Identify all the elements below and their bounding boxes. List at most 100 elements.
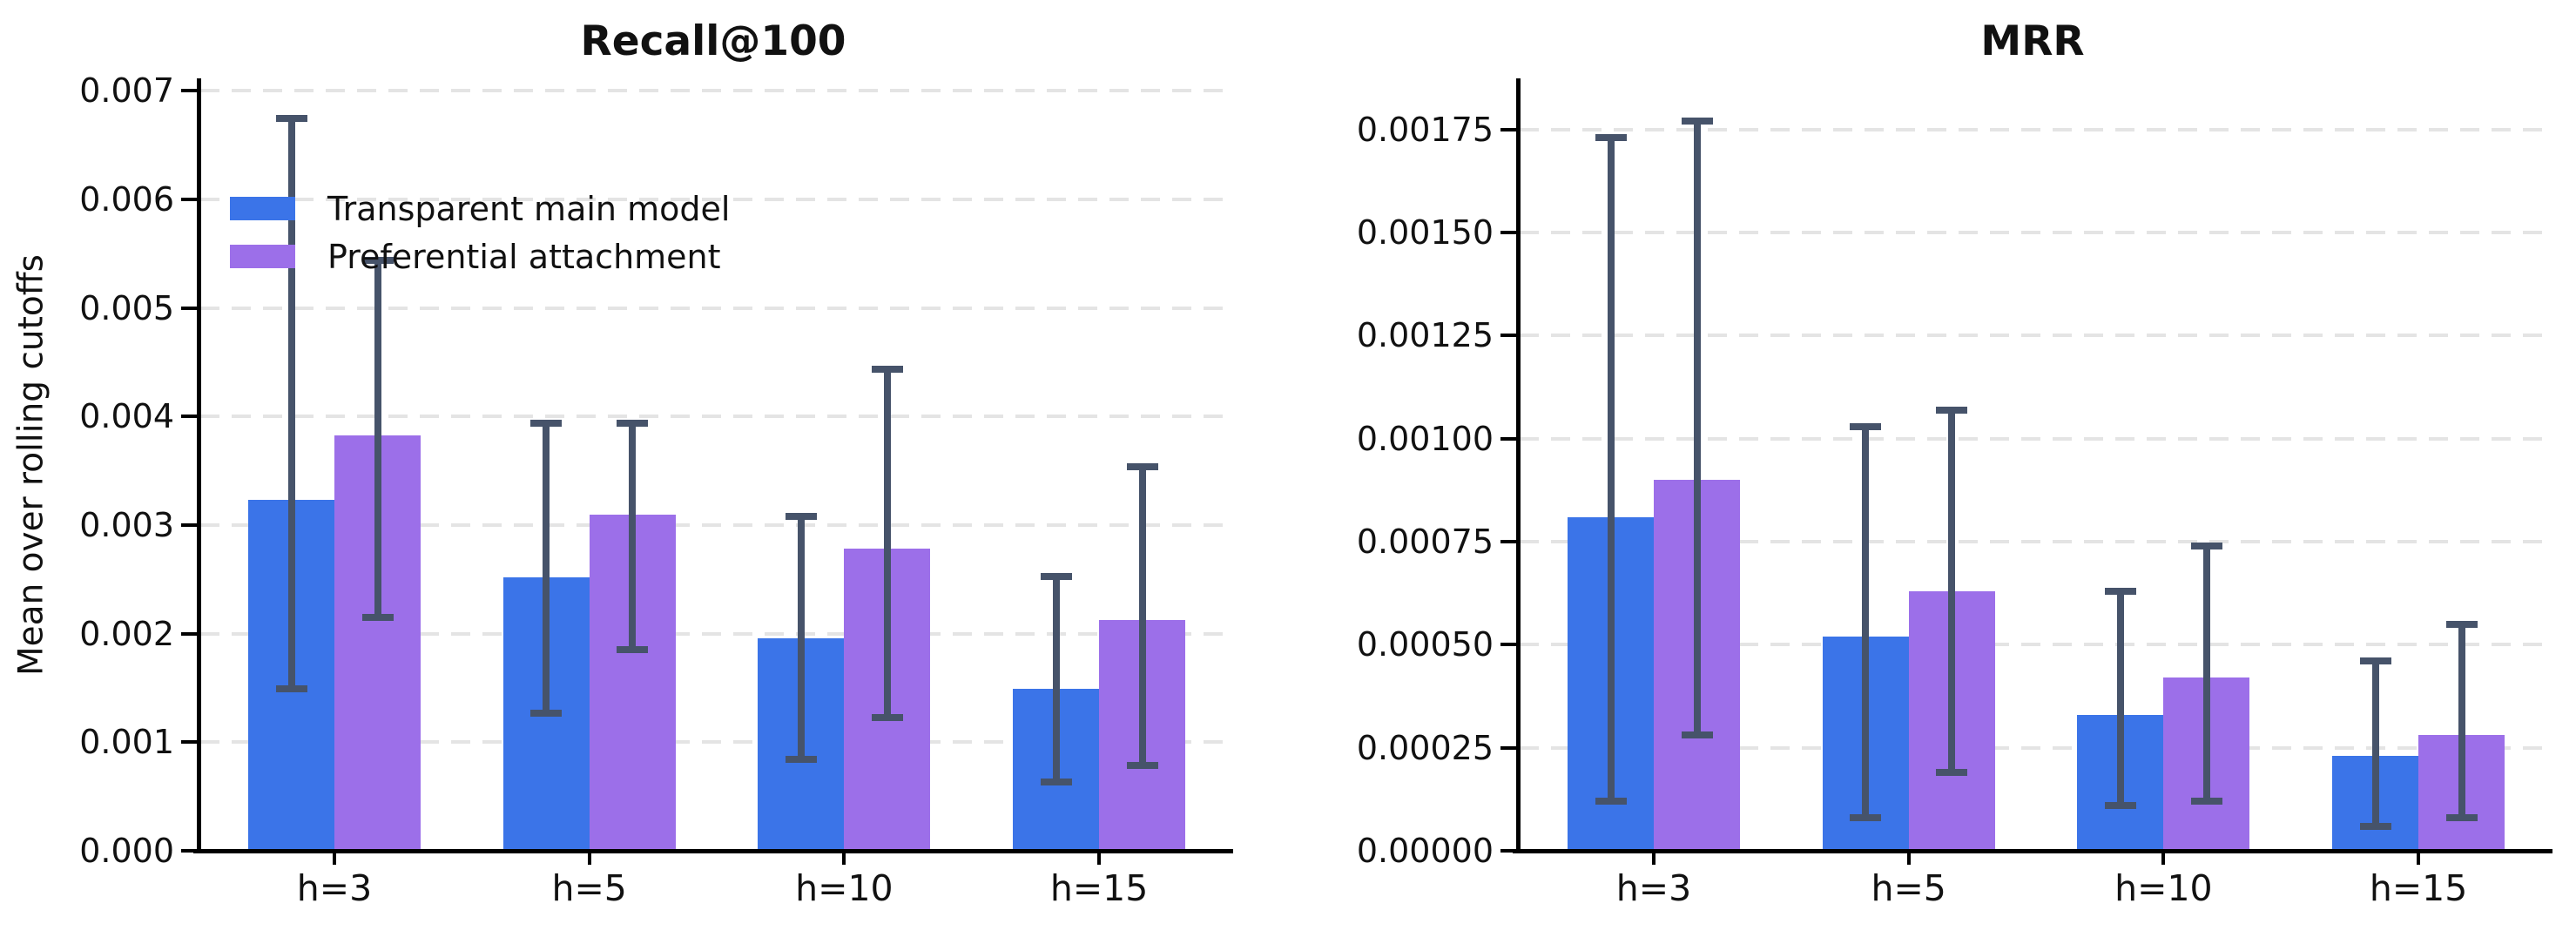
legend-swatch-transparent-main-model [230, 197, 295, 220]
error-bar-cap-bottom [2445, 814, 2478, 822]
error-bar-cap-bottom [1681, 731, 1713, 739]
error-bar-cap-top [1126, 462, 1158, 470]
x-tick-label: h=3 [296, 867, 373, 909]
error-bar-cap-bottom [2190, 798, 2222, 806]
y-tick-label: 0.005 [79, 288, 174, 327]
chart-title-recall: Recall@100 [580, 17, 846, 65]
x-tick-label: h=5 [1871, 867, 1946, 909]
error-bar-cap-top [2359, 657, 2391, 665]
y-tick [181, 198, 200, 202]
y-tick [1500, 745, 1520, 750]
x-axis-spine [193, 849, 1233, 853]
y-tick [181, 89, 200, 93]
y-tick [1500, 334, 1520, 338]
error-bar-cap-top [2190, 542, 2222, 549]
error-bar-cap-top [2445, 620, 2478, 628]
error-bar-cap-bottom [1126, 761, 1158, 769]
error-bar-line [543, 422, 550, 713]
x-tick [333, 851, 336, 865]
y-tick-label: 0.00000 [1356, 832, 1494, 870]
y-tick [181, 740, 200, 745]
x-tick-label: h=10 [795, 867, 894, 909]
y-tick-label: 0.000 [79, 832, 174, 870]
error-bar-cap-top [871, 365, 903, 373]
gridline [200, 415, 1226, 419]
y-tick-label: 0.00050 [1356, 625, 1494, 664]
y-tick [181, 415, 200, 419]
legend-item-transparent-main-model: Transparent main model [230, 185, 730, 233]
error-bar-line [1693, 121, 1701, 736]
gridline [200, 89, 1226, 93]
error-bar-cap-top [1595, 134, 1627, 142]
error-bar-cap-top [1936, 406, 1968, 414]
legend-swatch-preferential-attachment [230, 245, 295, 268]
x-tick [587, 851, 591, 865]
y-tick [1500, 127, 1520, 131]
y-tick-label: 0.004 [79, 397, 174, 436]
error-bar-cap-bottom [2104, 801, 2136, 809]
error-bar-cap-bottom [785, 756, 817, 764]
gridline [200, 523, 1226, 528]
error-bar-line [287, 118, 295, 690]
y-tick-label: 0.007 [79, 71, 174, 111]
x-tick-label: h=10 [2114, 867, 2213, 909]
error-bar-line [374, 260, 381, 617]
gridline [1520, 436, 2546, 441]
error-bar-cap-bottom [2359, 822, 2391, 830]
y-tick [1500, 540, 1520, 544]
y-tick [1500, 231, 1520, 235]
error-bar-cap-top [530, 419, 563, 427]
y-tick-label: 0.006 [79, 180, 174, 219]
gridline [200, 198, 1226, 202]
error-bar-line [2371, 661, 2379, 826]
error-bar-cap-bottom [617, 646, 649, 654]
error-bar-cap-top [1040, 572, 1072, 580]
x-tick-label: h=3 [1615, 867, 1692, 909]
y-tick [181, 849, 200, 853]
error-bar-line [1052, 576, 1060, 783]
x-tick [2417, 851, 2421, 865]
error-bar-line [2458, 624, 2465, 819]
y-tick-label: 0.001 [79, 723, 174, 762]
x-tick [2161, 851, 2166, 865]
x-tick [1097, 851, 1102, 865]
gridline [1520, 540, 2546, 544]
y-axis-spine [197, 78, 201, 853]
y-tick [1500, 849, 1520, 853]
error-bar-line [1862, 426, 1870, 819]
x-axis-spine [1513, 849, 2552, 853]
error-bar-cap-bottom [361, 614, 394, 621]
y-tick-label: 0.00125 [1356, 316, 1494, 355]
gridline [1520, 231, 2546, 235]
error-bar-line [797, 516, 805, 760]
error-bar-cap-top [275, 114, 307, 122]
y-tick [181, 306, 200, 310]
error-bar-cap-bottom [1850, 814, 1882, 822]
error-bar-line [2116, 590, 2124, 806]
mrr-chart-panel: MRR 0.00000 0.00025 0.00050 0.00075 0.00100 0… [1357, 17, 2552, 907]
error-bar-cap-bottom [275, 685, 307, 693]
error-bar-cap-top [785, 513, 817, 521]
y-tick-label: 0.00075 [1356, 522, 1494, 562]
gridline [200, 631, 1226, 636]
error-bar-line [1948, 409, 1956, 773]
error-bar-cap-bottom [871, 713, 903, 721]
y-tick [181, 631, 200, 636]
legend-item-preferential-attachment: Preferential attachment [230, 233, 730, 280]
y-tick-label: 0.002 [79, 614, 174, 653]
x-tick-label: h=5 [551, 867, 627, 909]
legend-label-transparent-main-model: Transparent main model [327, 189, 731, 228]
x-tick [1906, 851, 1911, 865]
legend: Transparent main model Preferential atta… [230, 185, 730, 280]
error-bar-cap-bottom [1040, 779, 1072, 786]
y-tick-label: 0.00175 [1356, 110, 1494, 149]
error-bar-line [1607, 138, 1615, 802]
y-axis-spine [1516, 78, 1521, 853]
y-tick [1500, 643, 1520, 647]
gridline [200, 306, 1226, 310]
error-bar-line [2202, 545, 2210, 802]
y-tick [181, 523, 200, 528]
x-tick-label: h=15 [1049, 867, 1149, 909]
gridline [1520, 334, 2546, 338]
